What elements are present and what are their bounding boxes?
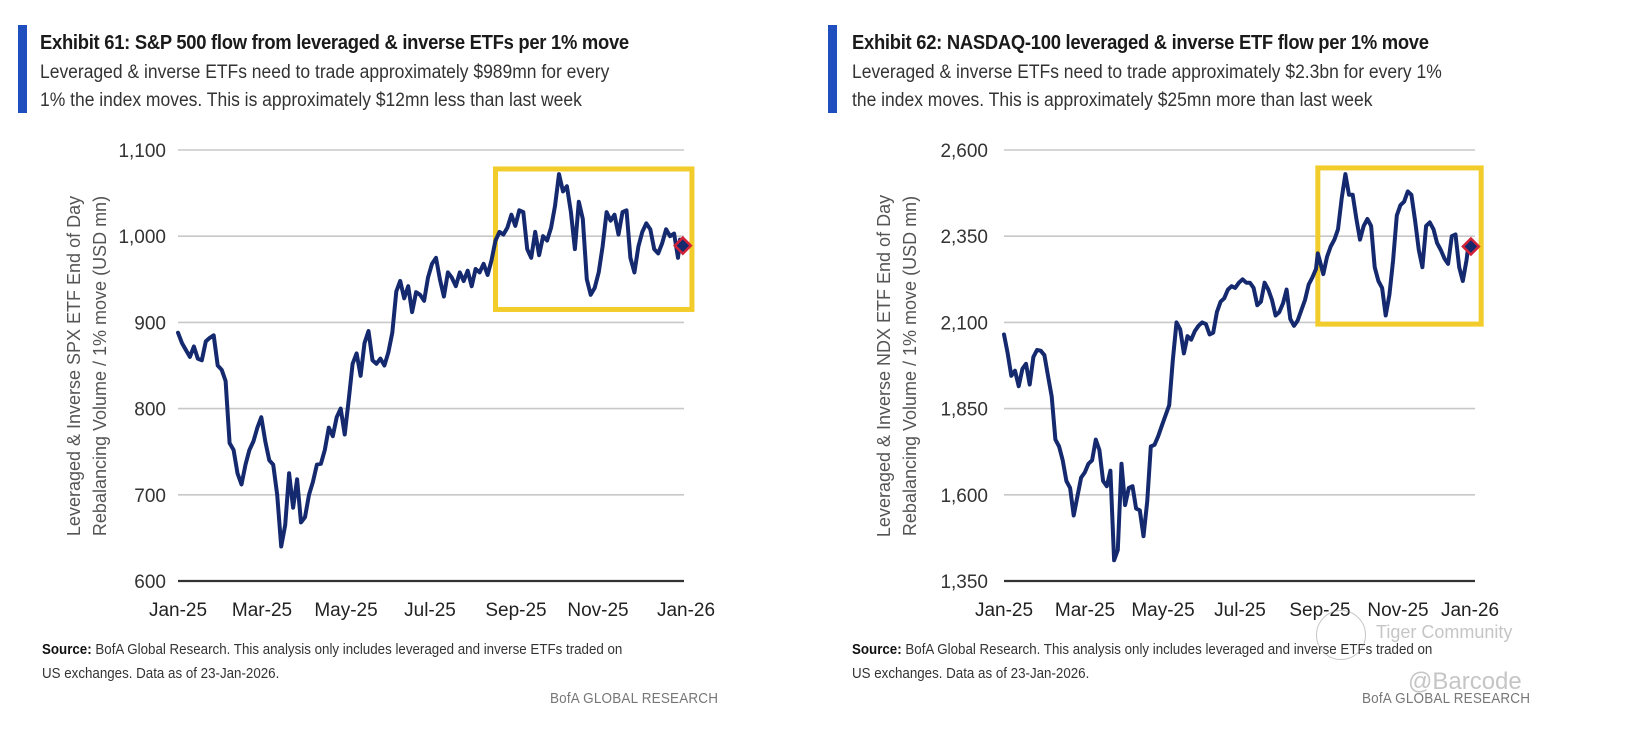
chart-subtitle-line-2: 1% the index moves. This is approximatel… (40, 90, 582, 111)
series-line (1002, 172, 1471, 563)
x-tick-label: Nov-25 (567, 600, 628, 621)
source-text: BofA Global Research. This analysis only… (91, 642, 623, 658)
y-tick-label: 1,000 (118, 227, 166, 248)
x-tick-label: Mar-25 (1055, 600, 1115, 621)
accent-bar (18, 25, 27, 113)
y-tick-label: 800 (134, 400, 166, 421)
exhibit-61-panel: Exhibit 61: S&P 500 flow from leveraged … (0, 0, 820, 755)
y-tick-label: 2,350 (940, 227, 988, 248)
latest-value-marker (1461, 236, 1481, 257)
y-tick-label: 2,600 (940, 141, 988, 162)
source-label: Source: (852, 642, 902, 658)
chart-subtitle-line-1: Leveraged & inverse ETFs need to trade a… (852, 62, 1442, 83)
y-tick-label: 2,100 (940, 313, 988, 334)
y-tick-label: 1,100 (118, 141, 166, 162)
x-tick-label: Jan-26 (657, 600, 715, 621)
y-tick-label: 1,850 (940, 400, 988, 421)
y-axis-label-line-1: Leveraged & Inverse NDX ETF End of Day (874, 195, 894, 537)
series-line (176, 172, 685, 549)
x-tick-label: Jul-25 (404, 600, 456, 621)
y-tick-label: 1,350 (940, 572, 988, 593)
watermark-logo-icon (1316, 610, 1366, 660)
brand-label: BofA GLOBAL RESEARCH (1362, 690, 1531, 707)
source-note-line-2: US exchanges. Data as of 23-Jan-2026. (42, 666, 280, 682)
x-tick-label: Jan-25 (149, 600, 207, 621)
chart-subtitle-line-2: the index moves. This is approximately $… (852, 90, 1373, 111)
x-tick-label: Mar-25 (232, 600, 292, 621)
y-axis-label-line-2: Rebalancing Volume / 1% move (USD mn) (90, 196, 110, 536)
y-tick-label: 1,600 (940, 486, 988, 507)
highlight-box (1315, 165, 1484, 327)
x-tick-label: Jul-25 (1214, 600, 1266, 621)
brand-label: BofA GLOBAL RESEARCH (550, 690, 719, 707)
y-axis-label-line-1: Leveraged & Inverse SPX ETF End of Day (64, 196, 84, 536)
watermark-community: Tiger Community (1376, 622, 1513, 642)
y-tick-label: 600 (134, 572, 166, 593)
accent-bar (828, 25, 837, 113)
exhibit-62-panel: Exhibit 62: NASDAQ-100 leveraged & inver… (820, 0, 1641, 755)
exhibit-61-chart: 600 700 800 900 1,000 1,100 Jan-25 Mar-25 May-2… (64, 141, 715, 621)
source-note-line-1: Source: BofA Global Research. This analy… (852, 638, 1432, 662)
exhibit-62-chart: 1,350 1,600 1,850 2,100 2,350 2,600 Jan-25 Mar… (874, 141, 1499, 621)
y-axis-label-line-2: Rebalancing Volume / 1% move (USD mn) (900, 196, 920, 536)
source-label: Source: (42, 642, 92, 658)
watermark-handle: @Barcode (1408, 668, 1522, 695)
source-note-line-2: US exchanges. Data as of 23-Jan-2026. (852, 666, 1090, 682)
chart-title: Exhibit 61: S&P 500 flow from leveraged … (40, 32, 629, 54)
chart-title: Exhibit 62: NASDAQ-100 leveraged & inver… (852, 32, 1429, 54)
x-tick-label: May-25 (1131, 600, 1194, 621)
x-tick-label: Jan-25 (975, 600, 1033, 621)
source-note-line-1: Source: BofA Global Research. This analy… (42, 638, 622, 662)
latest-value-marker (673, 235, 693, 256)
y-tick-label: 900 (134, 313, 166, 334)
x-tick-label: Jan-26 (1441, 600, 1499, 621)
chart-subtitle-line-1: Leveraged & inverse ETFs need to trade a… (40, 62, 610, 83)
x-tick-label: Sep-25 (485, 600, 546, 621)
x-tick-label: Nov-25 (1367, 600, 1428, 621)
x-tick-label: May-25 (314, 600, 377, 621)
y-tick-label: 700 (134, 486, 166, 507)
source-text: BofA Global Research. This analysis only… (901, 642, 1433, 658)
